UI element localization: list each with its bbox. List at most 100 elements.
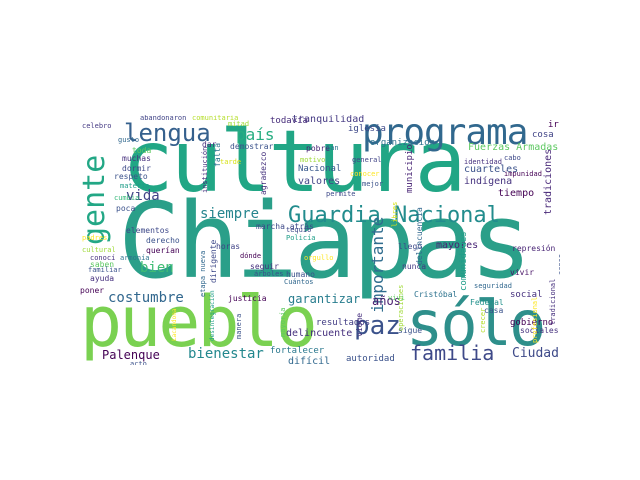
word-fuerzas-armadas: Fuerzas Armadas [468,142,559,153]
word-bien: bien [140,260,174,276]
word-desintegracion: desintegración [209,290,216,341]
word-poner: poner [80,286,105,295]
word-llego: llegó [398,242,423,251]
word-saben: saben [90,260,115,269]
word-tequio: tequio [286,226,312,234]
word-cabo: cabo [504,154,521,162]
word-represion: represión [512,244,556,253]
word-donde: dónde [240,252,262,260]
word-permite: permite [326,190,356,198]
word-materia: materia [120,182,150,190]
word-crecer: crecer [479,307,487,333]
word-identidad: identidad [464,158,502,166]
word-bienestar: bienestar [188,346,264,362]
word-resultados: resultados [316,318,371,328]
word-gobierno: gobierno [510,318,554,328]
word-siempre: siempre [200,206,260,222]
word-solo: sólo [406,287,546,360]
word-justicia: justicia [228,294,267,303]
word-dificil: difícil [288,356,331,366]
word-casa: casa [484,306,504,315]
word-comunidades: comunidades [459,231,469,291]
word-pais: país [236,125,275,144]
word-san: San [326,144,339,152]
word-mejor: mejor [362,180,384,188]
word-general: general [352,156,382,164]
word-ayuda: ayuda [90,274,115,283]
word-conocer: conocer [350,170,380,178]
word-iglesia: iglesia [348,124,386,134]
word-chiapas: Chiapas [118,180,532,302]
word-institucion: institución [201,146,209,193]
word-guardia-nacional: Guardia Nacional [288,203,500,228]
word-sociales: sociales [520,326,559,335]
word-libres: libres [391,201,399,227]
word-indigena: indígena [464,176,513,187]
word-nunca: nunca [402,262,427,271]
word-pueblo: pueblo [80,281,318,363]
word-cloud: cultura Chiapas pueblo sólo programa Gua… [80,115,560,365]
word-dirigente: dirigente [209,239,218,283]
word-ir: ir [548,120,559,130]
word-vida: vida [126,188,160,204]
word-costumbre: costumbre [108,290,184,306]
word-mayores: mayores [436,240,479,251]
word-padres: padres [82,234,108,242]
word-policia: Policía [286,234,316,242]
word-orgullo: orgullo [304,254,334,262]
word-ciudad: Ciudad [512,346,559,361]
word-arboles: árboles [254,270,284,278]
word-comunitaria: comunitaria [192,115,239,122]
word-marcha-atras: marcha atrás [256,222,314,231]
word-gusto: gusto [118,136,140,144]
word-poca: poca [116,204,136,213]
word-tiempo: tiempo [498,188,535,199]
word-tarde: tarde [220,158,242,166]
word-valores: valores [298,176,341,187]
word-cultural: cultural [82,246,116,254]
word-anos: años [372,294,401,308]
word-lacandona: Lacandona [171,308,178,341]
word-paz: paz [354,311,401,341]
word-delincuente: delincuente [286,328,353,339]
word-cumbia: cumbia [114,194,140,202]
word-fortalecer: fortalecer [270,346,325,356]
word-cuarteles: cuarteles [464,164,519,175]
word-gente: gente [80,154,112,245]
word-operaciones: operaciones [397,284,405,331]
word-programa: programa [362,115,528,153]
word-etapa-nueva: etapa nueva [199,250,207,297]
word-impunidad: impunidad [504,170,542,178]
word-dormir: dormir [122,164,151,173]
word-vivir: vivir [510,268,535,277]
word-pobre: pobre [306,144,331,153]
word-demostrar: demostrar [230,142,274,151]
word-manera: manera [235,313,243,339]
word-tradiciones: tradiciones [543,148,554,215]
word-municipio: municipio [405,144,415,193]
word-palenque: Palenque [102,348,160,362]
word-sigue: sigue [398,326,423,335]
word-armonia: armonía [120,254,150,262]
word-social: social [510,290,543,300]
word-elementos: elementos [126,226,170,235]
word-familiar: familiar [88,266,122,274]
word-humano: humano [286,270,315,279]
word-muchas: muchas [122,154,151,163]
word-agradezco: agradezco [259,151,268,195]
word-motivo: motivo [300,156,326,164]
word-organizacion: organización [370,138,436,148]
word-delincuencia: delincuencia [415,207,424,265]
word-tradicional: tradicional [549,278,557,325]
word-dar: dar [202,140,217,149]
word-federal: Federal [470,298,504,307]
word-lengua: lengua [124,119,211,147]
word-respeto: respeto [114,172,148,181]
word-acto: acto [130,360,147,366]
word-horas: horas [216,242,241,251]
word-conoci: conocí [90,254,116,262]
word-mayoria: mayoría [279,307,287,337]
word-acoso: acoso [557,253,560,275]
word-celebro: celebro [82,122,112,130]
word-derecho: derecho [146,236,180,245]
